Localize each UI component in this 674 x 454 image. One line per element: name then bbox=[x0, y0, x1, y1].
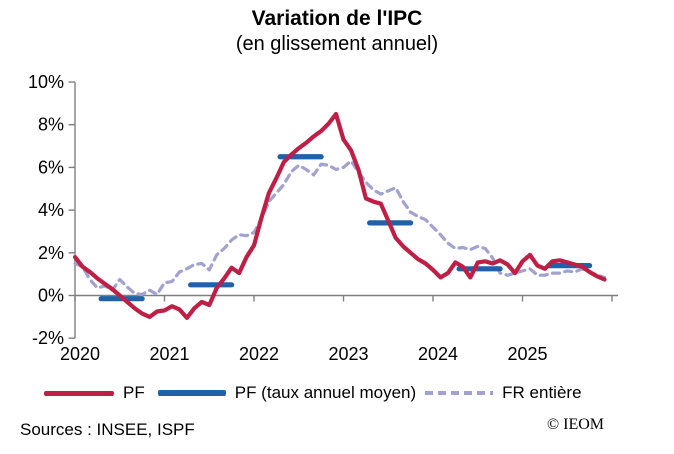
pf-avg-legend-label: PF (taux annuel moyen) bbox=[234, 383, 417, 402]
pf-line-legend-sample bbox=[44, 390, 114, 396]
pf-legend-label: PF bbox=[123, 383, 145, 402]
y-axis-label: 4% bbox=[38, 200, 64, 220]
pf-line bbox=[72, 111, 607, 320]
x-axis-label: 2024 bbox=[418, 344, 458, 364]
sources-note: Sources : INSEE, ISPF bbox=[20, 420, 195, 439]
chart-subtitle: (en glissement annuel) bbox=[235, 33, 439, 56]
x-axis-label: 2023 bbox=[328, 344, 368, 364]
fr-entiere-line bbox=[73, 159, 607, 296]
y-axis-label: 6% bbox=[38, 157, 64, 177]
x-axis-label: 2025 bbox=[507, 344, 547, 364]
x-axis-label: 2022 bbox=[239, 344, 279, 364]
chart-legend: PF PF (taux annuel moyen) FR entière bbox=[44, 383, 644, 403]
title-block: Variation de l'IPC (en glissement annuel… bbox=[0, 6, 674, 57]
y-axis-label: 2% bbox=[38, 243, 64, 263]
x-axis-label: 2020 bbox=[60, 344, 100, 364]
x-axis-label: 2021 bbox=[149, 344, 189, 364]
pf-avg-line-legend-sample bbox=[157, 390, 226, 396]
y-axis-label: -2% bbox=[32, 328, 64, 348]
copyright-note: © IEOM bbox=[546, 416, 604, 433]
chart-title: Variation de l'IPC bbox=[251, 7, 423, 30]
fr-legend-label: FR entière bbox=[502, 383, 582, 402]
y-axis-label: 0% bbox=[38, 286, 64, 306]
fr-dashed-line-legend-sample bbox=[425, 391, 494, 395]
y-axis-label: 10% bbox=[28, 72, 64, 92]
y-axis-label: 8% bbox=[38, 115, 64, 135]
